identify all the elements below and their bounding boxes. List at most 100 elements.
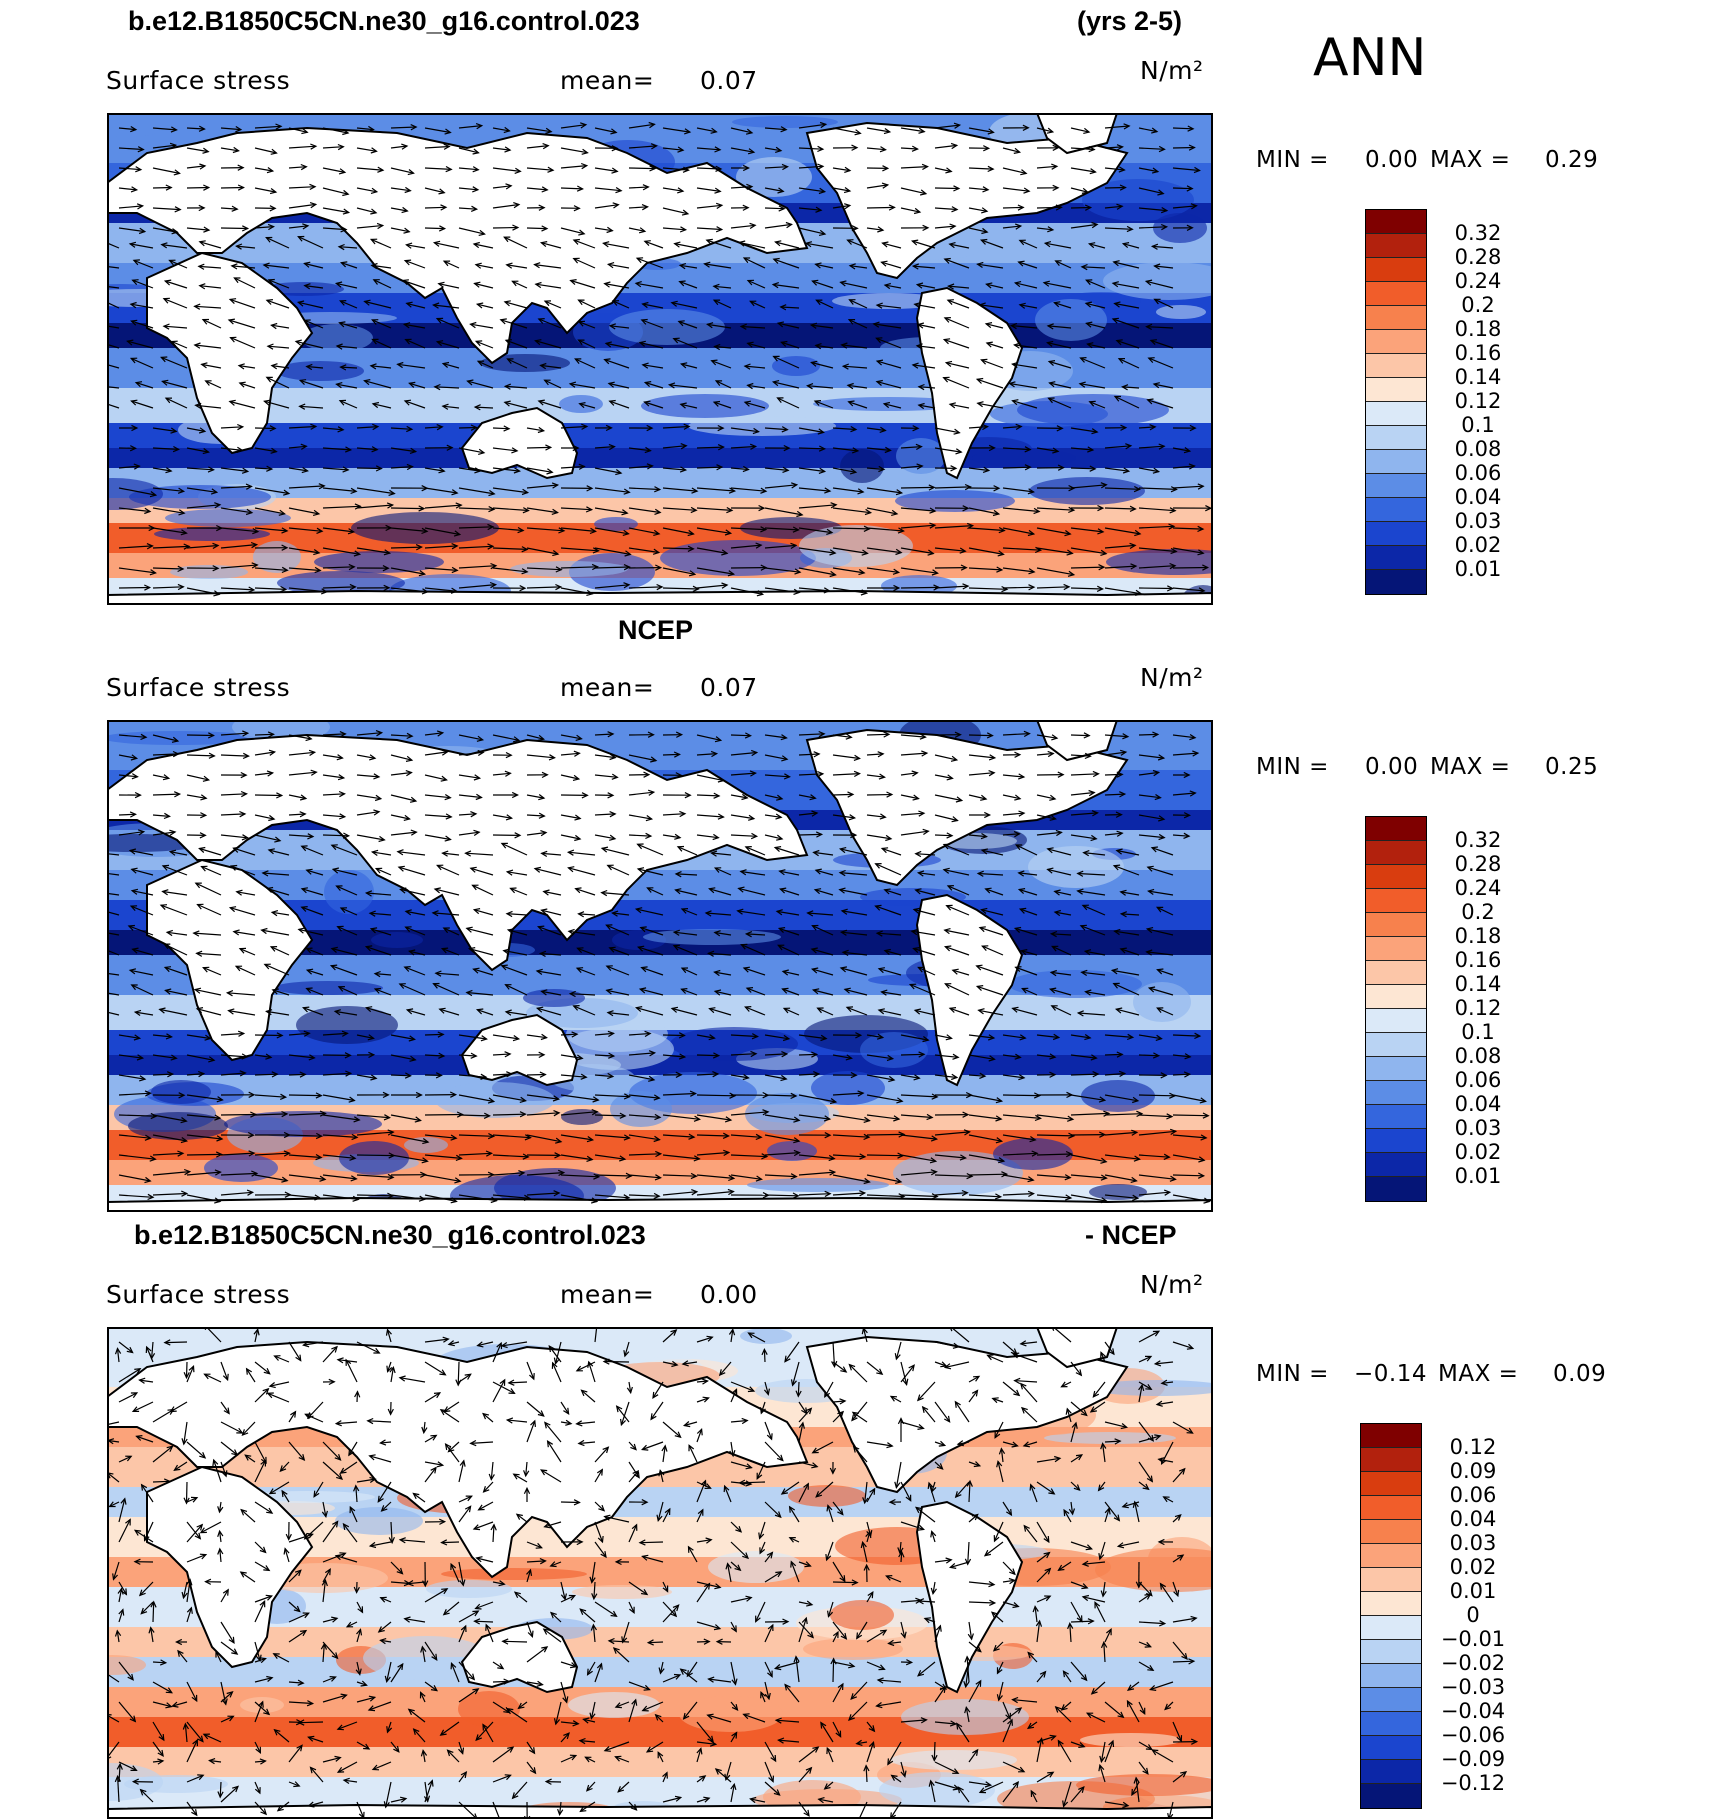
wind-arrow [832, 1683, 844, 1703]
wind-arrow [1123, 243, 1140, 249]
wind-arrow [934, 1034, 952, 1039]
wind-arrow-head [162, 774, 171, 781]
wind-arrow [238, 365, 256, 369]
wind-arrow-head [875, 302, 883, 309]
wind-arrow [544, 1521, 562, 1528]
wind-arrow [458, 467, 481, 472]
wind-arrow [1148, 890, 1174, 896]
wind-arrow-head [850, 1693, 858, 1701]
wind-arrow [606, 965, 630, 976]
wind-arrow [696, 1640, 710, 1643]
wind-arrow-head [865, 1530, 872, 1539]
wind-arrow-head [1091, 221, 1099, 229]
wind-arrow [196, 952, 222, 956]
wind-arrow [573, 239, 596, 249]
wind-arrow-head [548, 1344, 555, 1353]
wind-arrow-head [706, 1335, 714, 1342]
wind-arrow [424, 1361, 446, 1376]
wind-arrow [967, 1541, 970, 1565]
wind-arrow [118, 1498, 126, 1523]
wind-arrow [987, 1354, 1004, 1363]
wind-arrow-head [1019, 1340, 1027, 1347]
wind-arrow [475, 1601, 494, 1610]
wind-arrow [512, 1781, 528, 1799]
wind-arrow [306, 869, 324, 876]
wind-arrow-head [350, 1175, 358, 1182]
wind-arrow-head [269, 946, 278, 952]
wind-arrow-head [809, 794, 817, 801]
wind-arrow [254, 1658, 266, 1663]
wind-arrow-head [1164, 1703, 1172, 1711]
wind-arrow-head [781, 755, 789, 762]
wind-arrow [492, 127, 510, 132]
wind-arrow-head [1020, 949, 1028, 956]
land-outline [107, 126, 809, 365]
wind-arrow-head [948, 1562, 957, 1569]
wind-arrow-head [605, 924, 613, 931]
wind-arrow [594, 227, 613, 232]
wind-arrow [254, 487, 289, 495]
wind-arrow [1118, 358, 1140, 369]
wind-arrow [979, 1781, 1004, 1793]
wind-arrow-head [300, 887, 309, 894]
wind-arrow-head [1013, 147, 1022, 154]
wind-arrow-head [1068, 506, 1076, 514]
wind-arrow [968, 547, 1004, 555]
wind-arrow [764, 166, 788, 169]
wind-arrow [458, 487, 495, 495]
wind-arrow [866, 1114, 900, 1120]
wind-arrow [1002, 833, 1020, 836]
wind-arrow [884, 950, 902, 956]
wind-arrow-head [648, 1075, 656, 1082]
wind-arrow-head [270, 148, 278, 155]
wind-arrow [876, 360, 902, 369]
wind-arrow-head [1053, 889, 1061, 896]
wind-arrow-head [368, 1051, 376, 1059]
wind-arrow-head [539, 1558, 547, 1565]
wind-arrow-head [1163, 1189, 1172, 1196]
wind-arrow [514, 1591, 528, 1603]
wind-arrow [277, 1801, 290, 1812]
wind-arrow [890, 1801, 902, 1819]
wind-arrow-head [478, 448, 486, 455]
wind-arrow [339, 322, 358, 329]
wind-arrow-head [750, 832, 759, 840]
wind-arrow-head [1001, 1171, 1009, 1178]
wind-arrow [308, 1801, 324, 1807]
wind-arrow-head [442, 927, 450, 934]
wind-arrow [798, 1767, 812, 1783]
wind-arrow-head [131, 947, 139, 954]
wind-arrow-head [546, 1440, 554, 1448]
wind-arrow [978, 1009, 1004, 1016]
wind-arrow [128, 925, 154, 936]
wind-arrow-head [979, 238, 988, 245]
wind-arrow [534, 264, 562, 269]
obs-title: NCEP [618, 615, 694, 645]
colorbar-model-tick-label: 0.04 [1454, 485, 1502, 509]
wind-arrow [862, 1542, 868, 1563]
wind-arrow-head [784, 1683, 791, 1691]
wind-arrow [696, 774, 724, 782]
wind-arrow [424, 527, 460, 536]
wind-arrow [543, 1628, 562, 1643]
field-blob [339, 1141, 409, 1175]
wind-arrow [714, 931, 732, 936]
wind-arrow [1138, 794, 1161, 799]
wind-arrow [917, 323, 936, 329]
wind-arrow [239, 382, 256, 389]
wind-arrow-head [199, 1452, 207, 1459]
wind-arrow [1066, 1408, 1072, 1423]
wind-arrow [900, 1171, 937, 1176]
wind-arrow [639, 342, 664, 349]
wind-arrow-head [455, 1154, 463, 1162]
wind-arrow [601, 847, 630, 856]
wind-arrow [743, 967, 766, 976]
wind-arrow-head [742, 1552, 750, 1560]
wind-arrow-head [1010, 1348, 1018, 1355]
wind-arrow-head [1169, 1175, 1177, 1182]
wind-arrow [996, 1661, 1004, 1674]
wind-arrow-head [503, 383, 512, 390]
wind-arrow-head [683, 423, 691, 430]
wind-arrow [650, 1401, 664, 1420]
wind-arrow [434, 386, 460, 389]
